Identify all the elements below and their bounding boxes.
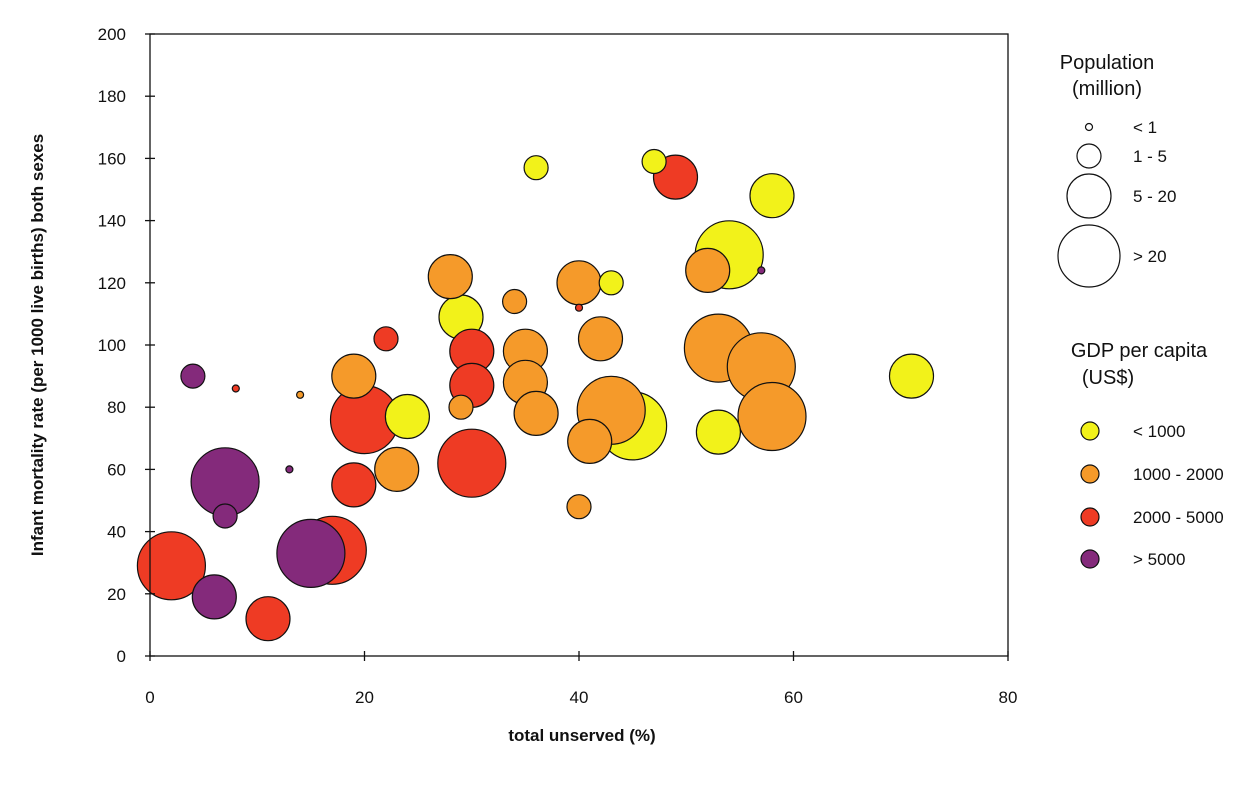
bubble-point-39 bbox=[136, 531, 206, 601]
bubble-point-40 bbox=[245, 596, 291, 642]
bubble-point-7 bbox=[888, 353, 935, 399]
y-axis-title: Infant mortality rate (per 1000 live bir… bbox=[28, 134, 47, 556]
bubble-point-36 bbox=[437, 428, 507, 498]
color-legend-label-lt1000: < 1000 bbox=[1133, 422, 1185, 441]
bubble-point-26 bbox=[567, 418, 613, 464]
bubble-point-14 bbox=[685, 247, 731, 293]
y-tick-label: 80 bbox=[107, 398, 126, 417]
bubble-point-2 bbox=[641, 148, 667, 175]
bubble-point-8 bbox=[384, 393, 430, 440]
y-tick-label: 0 bbox=[117, 647, 126, 666]
bubble-point-15 bbox=[577, 316, 624, 362]
size-legend-swatch-medium bbox=[1066, 173, 1112, 219]
bubble-point-21 bbox=[296, 390, 305, 399]
size-legend-title-line2: (million) bbox=[1072, 78, 1142, 100]
bubble-point-37 bbox=[331, 462, 377, 508]
y-tick-label: 100 bbox=[98, 336, 126, 355]
y-tick-label: 120 bbox=[98, 274, 126, 293]
y-tick-label: 180 bbox=[98, 87, 126, 106]
color-legend-swatch-gt5000 bbox=[1080, 549, 1100, 569]
color-legend-label-gt5000: > 5000 bbox=[1133, 550, 1185, 569]
bubble-point-12 bbox=[556, 260, 602, 306]
bubble-point-28 bbox=[566, 494, 592, 520]
bubble-point-31 bbox=[373, 326, 399, 352]
color-legend-swatch-2000-5000 bbox=[1080, 507, 1100, 527]
y-tick-label: 160 bbox=[98, 149, 126, 168]
bubble-point-11 bbox=[427, 254, 473, 300]
bubble-point-10 bbox=[695, 409, 742, 455]
bubble-point-5 bbox=[598, 270, 624, 296]
size-legend-label-large: > 20 bbox=[1133, 247, 1167, 266]
population-size-legend: Population (million) < 1 1 - 5 5 - 20 > 20 bbox=[1057, 52, 1176, 288]
bubble-point-47 bbox=[191, 574, 237, 620]
y-tick-label: 60 bbox=[107, 460, 126, 479]
size-legend-label-medium: 5 - 20 bbox=[1133, 187, 1176, 206]
bubble-point-22 bbox=[448, 394, 474, 420]
bubble-point-41 bbox=[757, 266, 766, 275]
bubble-point-25 bbox=[737, 381, 807, 452]
x-tick-label: 0 bbox=[145, 688, 154, 707]
bubble-point-45 bbox=[212, 503, 238, 529]
size-legend-swatch-small bbox=[1076, 143, 1102, 169]
size-legend-label-small: 1 - 5 bbox=[1133, 147, 1167, 166]
color-legend-title-line1: GDP per capita bbox=[1071, 340, 1208, 362]
y-tick-label: 20 bbox=[107, 585, 126, 604]
color-legend-title-line2: (US$) bbox=[1082, 367, 1134, 389]
bubble-point-3 bbox=[749, 173, 795, 219]
bubble-point-33 bbox=[231, 384, 240, 393]
x-axis: 0 20 40 60 80 bbox=[145, 651, 1017, 707]
color-legend-label-1000-2000: 1000 - 2000 bbox=[1133, 465, 1224, 484]
y-axis: 0 20 40 60 80 100 120 140 160 180 200 bbox=[98, 25, 155, 666]
y-tick-label: 200 bbox=[98, 25, 126, 44]
size-legend-swatch-large bbox=[1057, 224, 1121, 288]
bubble-point-19 bbox=[331, 353, 377, 399]
color-legend-label-2000-5000: 2000 - 5000 bbox=[1133, 508, 1224, 527]
color-legend-swatch-lt1000 bbox=[1080, 421, 1100, 441]
bubble-point-46 bbox=[276, 518, 346, 589]
gdp-color-legend: GDP per capita (US$) < 1000 1000 - 2000 20… bbox=[1071, 340, 1224, 569]
color-legend-swatch-1000-2000 bbox=[1080, 464, 1100, 484]
size-legend-title-line1: Population bbox=[1060, 52, 1155, 74]
size-legend-label-tiny: < 1 bbox=[1133, 118, 1157, 137]
bubble-point-42 bbox=[180, 363, 206, 389]
bubble-point-27 bbox=[374, 446, 420, 492]
bubble-point-1 bbox=[523, 155, 549, 181]
bubble-point-43 bbox=[285, 465, 294, 474]
y-tick-label: 140 bbox=[98, 212, 126, 231]
bubble-point-30 bbox=[574, 303, 584, 312]
x-axis-title: total unserved (%) bbox=[508, 726, 655, 745]
size-legend-swatch-tiny bbox=[1084, 122, 1094, 132]
plot-bubbles bbox=[136, 148, 935, 642]
x-tick-label: 80 bbox=[999, 688, 1018, 707]
bubble-point-23 bbox=[513, 390, 559, 436]
x-tick-label: 20 bbox=[355, 688, 374, 707]
x-tick-label: 60 bbox=[784, 688, 803, 707]
x-tick-label: 40 bbox=[570, 688, 589, 707]
bubble-point-13 bbox=[501, 288, 528, 315]
y-tick-label: 40 bbox=[107, 523, 126, 542]
